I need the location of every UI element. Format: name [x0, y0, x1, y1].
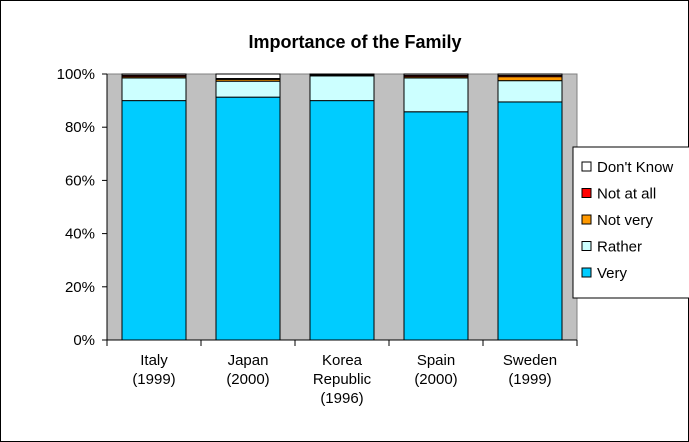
bar-segment [403, 111, 469, 341]
x-tick-label: Sweden (1999) [503, 352, 557, 388]
y-tick-label: 20% [65, 279, 95, 296]
legend-box [572, 146, 689, 299]
x-tick-label: Italy (1999) [132, 352, 175, 388]
bars-layer [121, 73, 563, 341]
legend: Don't Know Not at all Not very Rather Very [572, 146, 689, 299]
bar-segment [497, 76, 563, 82]
bar-segment [497, 73, 563, 76]
x-axis: Italy (1999) Japan (2000) Korea Republic (1996… [106, 339, 578, 407]
bar-segment [121, 77, 187, 102]
legend-swatch [581, 214, 592, 225]
legend-swatch [581, 188, 592, 198]
legend-label: Not at all [597, 186, 656, 203]
legend-swatch [581, 241, 592, 251]
legend-swatch [581, 267, 592, 278]
bar-segment [309, 75, 375, 102]
legend-label: Don't Know [597, 159, 673, 176]
bar-segment [121, 73, 187, 76]
y-tick-label: 0% [73, 332, 95, 349]
legend-label: Very [597, 265, 628, 282]
y-tick-label: 40% [65, 226, 95, 243]
x-tick-label: Spain (2000) [414, 352, 457, 388]
x-tick-label: Korea Republic (1996) [313, 352, 372, 407]
chart-title: Importance of the Family [248, 32, 461, 52]
bar-segment [215, 73, 281, 80]
bar-segment [403, 73, 469, 76]
x-tick-label: Japan (2000) [226, 352, 269, 388]
y-tick-label: 100% [57, 66, 95, 83]
bar-segment [309, 73, 375, 76]
legend-label: Not very [597, 212, 653, 229]
legend-swatch [581, 161, 592, 172]
y-axis: 0% 20% 40% 60% 80% 100% [57, 66, 108, 349]
bar-segment [121, 100, 187, 341]
bar-segment [403, 77, 469, 113]
bar-segment [309, 100, 375, 341]
legend-label: Rather [597, 239, 642, 256]
y-tick-label: 60% [65, 172, 95, 189]
bar-segment [497, 101, 563, 341]
y-tick-label: 80% [65, 119, 95, 136]
bar-segment [215, 80, 281, 98]
bar-segment [497, 80, 563, 103]
bar-segment [215, 96, 281, 341]
